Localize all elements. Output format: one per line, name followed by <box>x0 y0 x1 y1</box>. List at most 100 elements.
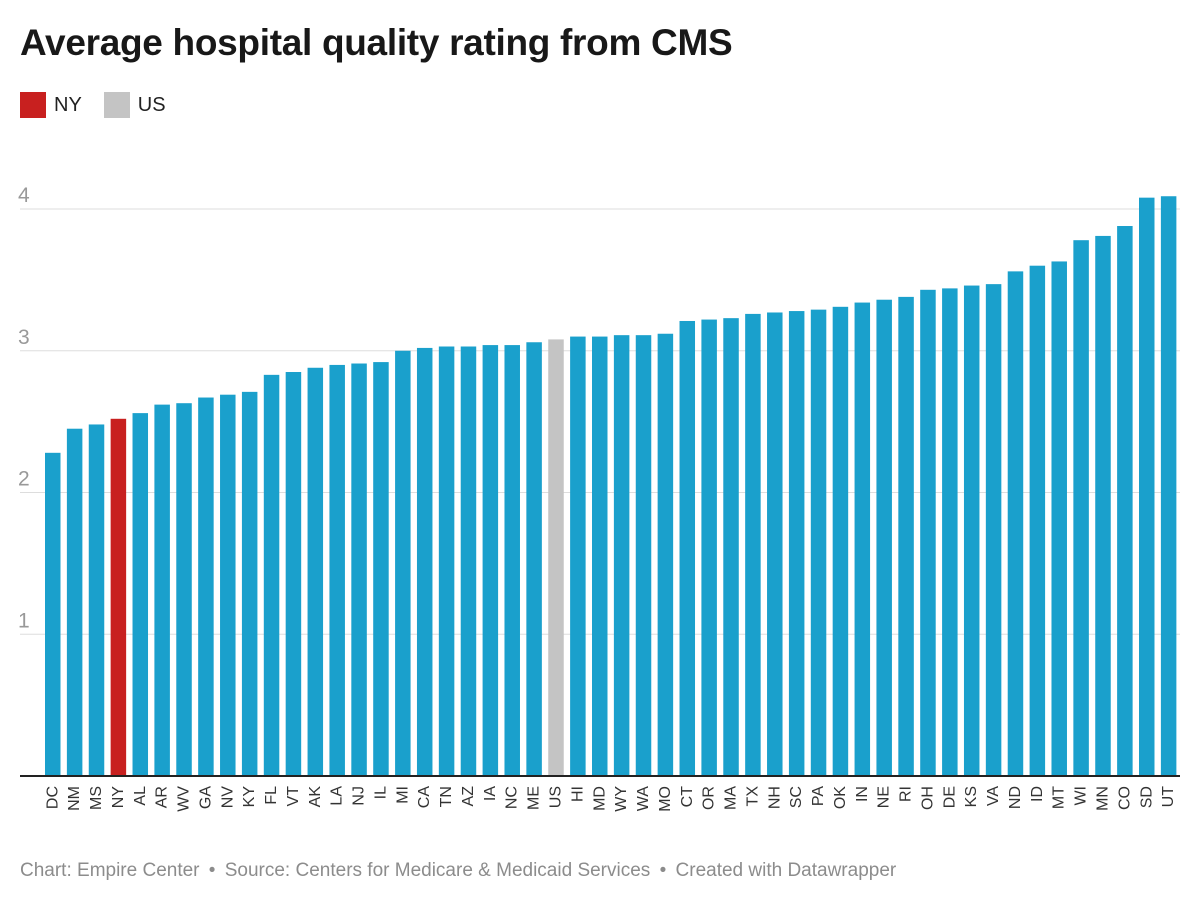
bar-mo <box>657 333 674 776</box>
bar-in <box>854 302 871 776</box>
x-tick-label-ar: AR <box>154 786 171 808</box>
bar-md <box>592 336 608 776</box>
bar-fl <box>263 374 280 776</box>
bar-wy <box>613 335 630 776</box>
bars-layer <box>45 196 1177 777</box>
x-tick-label-ma: MA <box>723 786 740 810</box>
bar-mn <box>1095 235 1111 776</box>
legend-swatch-ny <box>20 92 46 118</box>
bar-co <box>1117 226 1133 776</box>
x-tick-label-wv: WV <box>176 786 193 812</box>
x-tick-label-id: ID <box>1029 786 1046 802</box>
bar-oh <box>920 289 936 776</box>
y-tick-label-3: 3 <box>18 326 30 349</box>
bar-ca <box>416 347 433 776</box>
x-tick-label-pa: PA <box>810 786 827 806</box>
footer-separator-1: • <box>208 860 216 881</box>
bar-nj <box>351 363 367 776</box>
bar-ia <box>482 345 499 776</box>
x-tick-label-hi: HI <box>569 786 586 802</box>
x-tick-label-wa: WA <box>635 786 652 812</box>
bar-vt <box>285 372 302 776</box>
footer-created-with: Created with Datawrapper <box>675 860 897 881</box>
bar-wv <box>176 403 192 776</box>
bar-sd <box>1139 197 1155 776</box>
x-tick-label-va: VA <box>985 786 1002 806</box>
bar-nh <box>767 312 783 776</box>
x-tick-label-fl: FL <box>263 786 280 805</box>
x-tick-label-ut: UT <box>1160 786 1177 808</box>
x-tick-label-nh: NH <box>766 786 783 809</box>
bar-ne <box>876 299 892 776</box>
x-tick-label-me: ME <box>526 786 543 810</box>
bar-ut <box>1160 196 1177 777</box>
footer-chart-credit: Chart: Empire Center <box>20 860 200 881</box>
bar-wi <box>1073 240 1089 776</box>
x-tick-label-sc: SC <box>788 786 805 808</box>
y-tick-label-1: 1 <box>18 609 30 632</box>
x-tick-label-ne: NE <box>876 786 893 808</box>
x-tick-label-sd: SD <box>1138 786 1155 808</box>
x-tick-label-ms: MS <box>88 786 105 810</box>
x-tick-label-az: AZ <box>460 786 477 807</box>
bar-wa <box>635 335 652 776</box>
x-tick-label-il: IL <box>372 786 389 799</box>
bar-va <box>985 284 1002 776</box>
y-tick-label-2: 2 <box>18 468 30 491</box>
bar-me <box>526 342 542 776</box>
x-tick-label-tn: TN <box>438 786 455 807</box>
bar-ny <box>110 418 127 776</box>
y-tick-label-4: 4 <box>18 184 30 207</box>
x-tick-label-nd: ND <box>1007 786 1024 809</box>
x-tick-label-al: AL <box>132 786 149 806</box>
legend-label-us: US <box>137 93 166 116</box>
x-tick-label-mo: MO <box>657 786 674 812</box>
x-tick-label-ct: CT <box>679 786 696 808</box>
x-tick-label-ok: OK <box>832 786 849 809</box>
bar-ms <box>88 424 105 776</box>
x-tick-label-ks: KS <box>963 786 980 807</box>
x-tick-label-us: US <box>547 786 564 808</box>
bar-al <box>132 413 149 776</box>
bar-pa <box>810 309 827 776</box>
x-tick-label-ky: KY <box>241 786 258 808</box>
bar-sc <box>788 311 805 776</box>
bar-de <box>942 288 958 776</box>
x-tick-label-ri: RI <box>898 786 915 802</box>
bar-il <box>373 362 389 776</box>
bar-hi <box>570 336 586 776</box>
x-tick-label-or: OR <box>701 786 718 810</box>
bar-or <box>701 319 717 776</box>
footer-separator-2: • <box>659 860 667 881</box>
bar-id <box>1029 265 1046 776</box>
bar-ok <box>832 306 849 776</box>
bar-tn <box>438 346 455 776</box>
legend-swatch-us <box>103 92 130 118</box>
bar-chart: 1 2 3 4 DC NM MS NY AL AR WV GA NV KY FL VT AK LA NJ IL MI C… <box>18 184 1180 812</box>
bar-la <box>329 364 345 776</box>
x-tick-label-nm: NM <box>66 786 83 811</box>
bar-ga <box>198 397 214 776</box>
x-tick-label-ia: IA <box>482 786 499 801</box>
x-tick-label-vt: VT <box>285 786 302 807</box>
bar-ak <box>307 367 324 776</box>
bar-nd <box>1007 271 1024 776</box>
x-tick-label-dc: DC <box>44 786 61 809</box>
legend-item-us: US <box>103 92 166 118</box>
legend-label-ny: NY <box>54 93 82 116</box>
x-tick-label-ak: AK <box>307 786 324 808</box>
x-tick-label-wi: WI <box>1073 786 1090 806</box>
x-tick-label-mn: MN <box>1094 786 1111 811</box>
x-tick-label-ga: GA <box>197 786 214 809</box>
x-tick-label-de: DE <box>941 786 958 808</box>
bar-nc <box>504 345 520 776</box>
x-tick-label-ny: NY <box>110 786 127 809</box>
bar-nm <box>66 428 83 776</box>
bar-ky <box>241 391 258 776</box>
x-tick-label-nc: NC <box>504 786 521 809</box>
bar-tx <box>745 313 761 776</box>
x-tick-label-nj: NJ <box>351 786 368 806</box>
x-tick-label-in: IN <box>854 786 871 802</box>
bar-ct <box>679 320 696 776</box>
bar-ma <box>723 318 739 776</box>
